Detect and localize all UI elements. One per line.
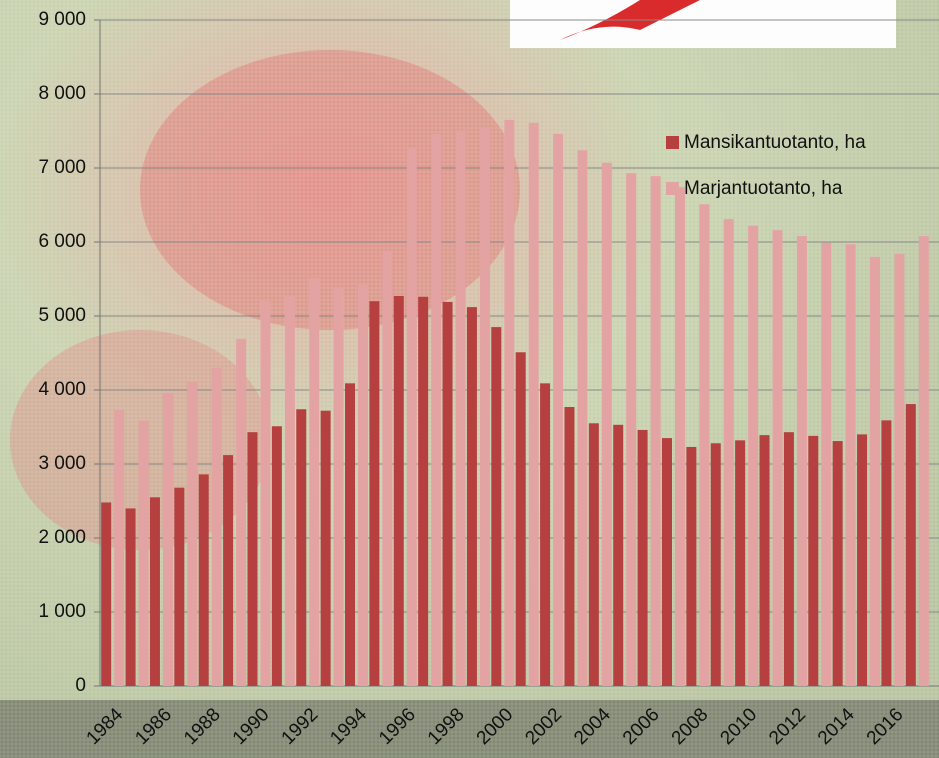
bar bbox=[783, 432, 794, 686]
bar bbox=[309, 278, 320, 686]
bar bbox=[723, 219, 734, 686]
bar bbox=[894, 253, 905, 686]
bar bbox=[577, 150, 588, 687]
bar bbox=[296, 409, 307, 686]
bar bbox=[504, 119, 515, 686]
legend-label: Mansikantuotanto, ha bbox=[684, 132, 866, 153]
bar bbox=[333, 287, 344, 686]
bar bbox=[455, 130, 466, 686]
bar bbox=[686, 446, 697, 686]
bar bbox=[418, 296, 429, 686]
bar bbox=[650, 176, 661, 686]
bar bbox=[442, 301, 453, 686]
y-tick-label: 9 000 bbox=[38, 9, 86, 30]
bar bbox=[821, 242, 832, 687]
bar bbox=[796, 236, 807, 686]
bar bbox=[236, 338, 247, 686]
legend-swatch bbox=[666, 182, 679, 195]
bar bbox=[881, 420, 892, 686]
bar bbox=[515, 352, 526, 686]
bar bbox=[320, 410, 331, 686]
legend-swatch bbox=[666, 136, 679, 149]
bar bbox=[491, 327, 502, 686]
bar bbox=[247, 432, 258, 686]
y-tick-label: 7 000 bbox=[38, 157, 86, 178]
bar bbox=[138, 420, 149, 686]
bar bbox=[588, 423, 599, 686]
bar bbox=[772, 230, 783, 686]
y-tick-label: 3 000 bbox=[38, 453, 86, 474]
bar bbox=[918, 236, 929, 686]
bar bbox=[564, 407, 575, 686]
bar bbox=[674, 187, 685, 687]
bar bbox=[162, 392, 173, 686]
bar bbox=[661, 438, 672, 686]
bar bbox=[284, 295, 295, 686]
bar bbox=[626, 173, 637, 686]
bar bbox=[479, 127, 490, 687]
legend-label: Marjantuotanto, ha bbox=[684, 178, 843, 199]
bar bbox=[735, 440, 746, 686]
bar bbox=[845, 244, 856, 686]
bar bbox=[431, 133, 442, 686]
bar bbox=[369, 301, 380, 686]
bar bbox=[857, 434, 868, 686]
bar bbox=[710, 443, 721, 686]
y-tick-label: 6 000 bbox=[38, 231, 86, 252]
bar bbox=[174, 487, 185, 686]
bar bbox=[101, 502, 112, 686]
bar bbox=[699, 204, 710, 686]
y-tick-label: 8 000 bbox=[38, 83, 86, 104]
bar bbox=[198, 474, 209, 686]
bar bbox=[345, 383, 356, 686]
bar bbox=[125, 508, 136, 686]
bar bbox=[808, 435, 819, 686]
bar bbox=[393, 296, 404, 686]
bar bbox=[358, 284, 369, 686]
bar bbox=[870, 256, 881, 686]
bar bbox=[759, 435, 770, 686]
bar bbox=[905, 404, 916, 686]
bar bbox=[748, 225, 759, 686]
bar bbox=[187, 381, 198, 686]
bar bbox=[466, 307, 477, 686]
y-tick-label: 4 000 bbox=[38, 379, 86, 400]
bar bbox=[406, 147, 417, 686]
bar bbox=[114, 409, 125, 686]
bar bbox=[601, 162, 612, 686]
y-tick-label: 1 000 bbox=[38, 601, 86, 622]
bar bbox=[613, 424, 624, 686]
bar bbox=[271, 426, 282, 686]
bar bbox=[540, 383, 551, 686]
bar bbox=[382, 250, 393, 686]
y-tick-label: 5 000 bbox=[38, 305, 86, 326]
bar bbox=[223, 455, 234, 686]
y-tick-label: 0 bbox=[75, 675, 86, 696]
y-tick-label: 2 000 bbox=[38, 527, 86, 548]
bar bbox=[637, 429, 648, 686]
bar bbox=[211, 367, 222, 686]
bar bbox=[528, 122, 539, 687]
bar bbox=[832, 441, 843, 686]
bar bbox=[553, 133, 564, 686]
bar bbox=[260, 301, 271, 686]
bar bbox=[149, 497, 160, 686]
logo-box bbox=[510, 0, 896, 48]
